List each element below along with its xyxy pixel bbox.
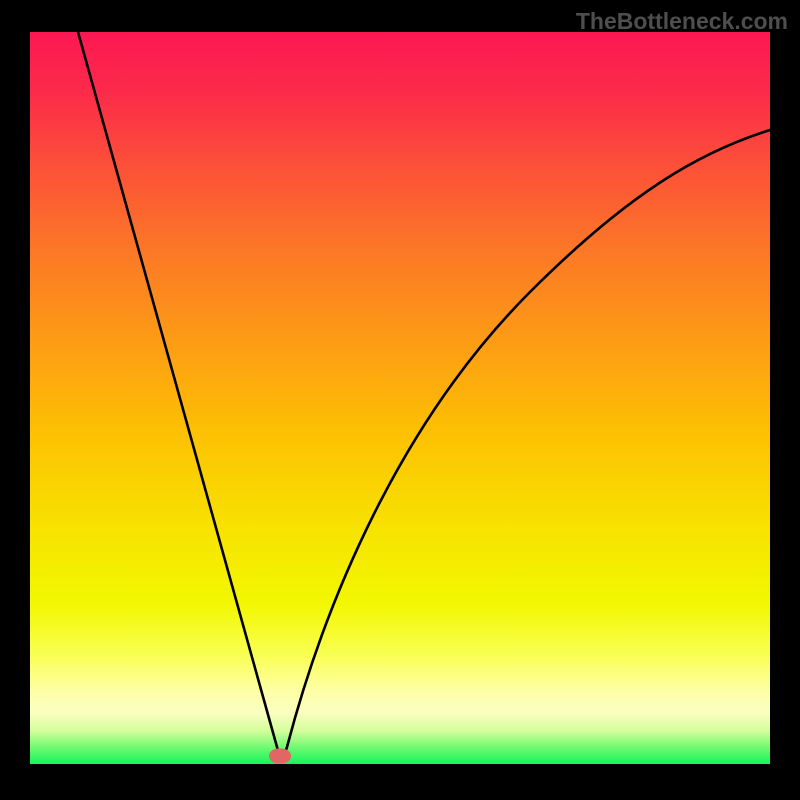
curve-path [78, 32, 770, 756]
optimal-point-marker [269, 748, 291, 763]
plot-area [30, 32, 770, 764]
chart-frame [0, 0, 800, 800]
bottleneck-curve [30, 32, 770, 764]
watermark-text: TheBottleneck.com [576, 8, 788, 35]
